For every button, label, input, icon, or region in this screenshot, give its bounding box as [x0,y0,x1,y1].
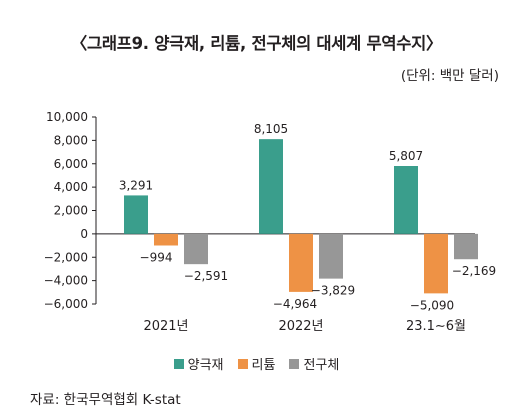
y-tick-label: 4,000 [54,180,88,194]
bar-lithium [154,233,178,246]
data-label: −4,964 [273,297,317,311]
legend-swatch-precursor [289,358,300,369]
legend-label-cathode: 양극재 [187,358,224,373]
legend-label-precursor: 전구체 [303,358,340,373]
bar-lithium [424,233,448,294]
data-label: 3,291 [119,178,153,192]
bar-cathode [394,166,418,234]
bar-lithium [289,233,313,292]
data-label: −2,591 [184,269,228,283]
bar-cathode [259,139,283,234]
y-tick-label: 2,000 [54,204,88,218]
data-label: −2,169 [452,264,496,278]
x-category-label: 23.1∼6월 [406,319,466,334]
y-tick-label: −2,000 [44,250,88,264]
x-category-label: 2021년 [143,319,188,334]
unit-label: (단위: 백만 달러) [400,68,499,84]
y-tick-label: 0 [80,227,88,241]
data-label: −3,829 [311,284,355,298]
legend: 양극재 리튬 전구체 [0,354,513,373]
chart-title: 〈그래프9. 양극재, 리튬, 전구체의 대세계 무역수지〉 [70,34,443,53]
bar-precursor [454,233,478,260]
source-note: 자료: 한국무역협회 K-stat [30,392,181,408]
bar-precursor [319,233,343,279]
legend-item-cathode: 양극재 [173,354,224,373]
bar-cathode [124,195,148,234]
legend-item-lithium: 리튬 [237,354,276,373]
y-tick-label: 10,000 [46,110,88,124]
legend-item-precursor: 전구체 [289,354,339,373]
y-tick-label: 6,000 [54,157,88,171]
data-label: 5,807 [389,149,423,163]
legend-swatch-lithium [237,358,248,369]
data-label: −5,090 [410,298,454,312]
legend-swatch-cathode [173,358,184,369]
y-tick-label: 8,000 [54,133,88,147]
y-tick-label: −6,000 [44,297,88,311]
data-label: 8,105 [254,122,288,136]
data-label: −994 [140,250,173,264]
y-tick-label: −4,000 [44,274,88,288]
bar-precursor [184,233,208,265]
legend-label-lithium: 리튬 [251,358,276,373]
x-category-label: 2022년 [278,319,323,334]
